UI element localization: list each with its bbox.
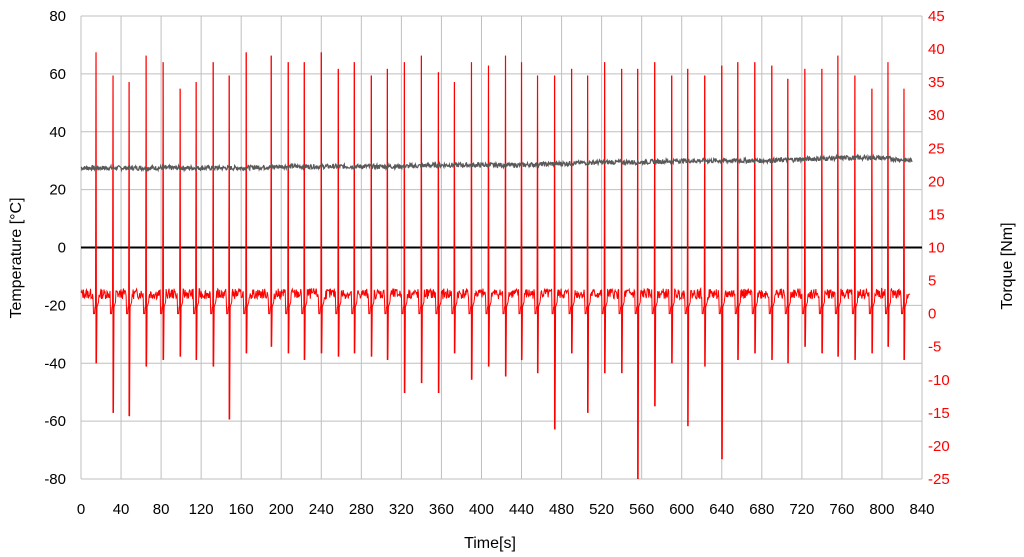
y-left-tick-label: 80 (49, 8, 66, 25)
x-tick-label: 160 (229, 501, 254, 518)
y-right-tick-label: 30 (928, 107, 945, 124)
y-left-tick-label: 0 (58, 240, 66, 257)
x-tick-label: 320 (389, 501, 414, 518)
y-left-tick-label: 40 (49, 124, 66, 141)
x-tick-label: 200 (269, 501, 294, 518)
x-tick-label: 40 (113, 501, 130, 518)
x-tick-label: 640 (709, 501, 734, 518)
y-right-tick-label: 0 (928, 306, 936, 323)
x-tick-label: 560 (629, 501, 654, 518)
x-tick-label: 600 (669, 501, 694, 518)
y-right-tick-label: 10 (928, 240, 945, 257)
y-left-tick-label: -80 (44, 471, 66, 488)
torque-series (80, 52, 911, 480)
x-tick-label: 480 (549, 501, 574, 518)
y-right-tick-label: 20 (928, 173, 945, 190)
y-left-tick-label: 60 (49, 66, 66, 83)
x-tick-label: 760 (829, 501, 854, 518)
x-tick-label: 440 (509, 501, 534, 518)
x-tick-label: 400 (469, 501, 494, 518)
y-left-tick-label: 20 (49, 182, 66, 199)
y-left-axis-ticks: 80 60 40 20 0 -20 -40 -60 -80 (44, 8, 66, 488)
y-right-tick-label: 25 (928, 140, 945, 157)
temperature-line (80, 153, 913, 173)
torque-line (80, 52, 911, 480)
y-right-axis-title: Torque [Nm] (999, 222, 1016, 309)
x-axis-title: Time[s] (464, 535, 516, 552)
x-tick-label: 240 (309, 501, 334, 518)
y-right-tick-label: -15 (928, 405, 950, 422)
y-right-tick-label: 40 (928, 41, 945, 58)
x-tick-label: 120 (189, 501, 214, 518)
x-tick-label: 80 (153, 501, 170, 518)
y-left-tick-label: -60 (44, 413, 66, 430)
y-right-tick-label: 35 (928, 74, 945, 91)
y-left-axis-title: Temperature [°C] (8, 197, 25, 318)
y-right-tick-label: 45 (928, 8, 945, 25)
x-tick-label: 840 (909, 501, 934, 518)
y-right-tick-label: -5 (928, 339, 941, 356)
x-tick-label: 520 (589, 501, 614, 518)
y-left-tick-label: -40 (44, 355, 66, 372)
temperature-series (80, 153, 913, 173)
y-right-axis-ticks: 45 40 35 30 25 20 15 10 5 0 -5 -10 -15 -20 -25 (928, 8, 950, 488)
x-axis-ticks: 0 40 80 120 160 200 240 280 320 360 400 440 480 520 56… (77, 501, 935, 518)
x-tick-label: 680 (749, 501, 774, 518)
y-right-tick-label: -20 (928, 438, 950, 455)
x-tick-label: 280 (349, 501, 374, 518)
y-right-tick-label: -10 (928, 372, 950, 389)
y-right-tick-label: 15 (928, 206, 945, 223)
x-tick-label: 0 (77, 501, 85, 518)
y-left-tick-label: -20 (44, 297, 66, 314)
x-tick-label: 720 (789, 501, 814, 518)
x-tick-label: 800 (869, 501, 894, 518)
y-right-tick-label: -25 (928, 471, 950, 488)
y-right-tick-label: 5 (928, 273, 936, 290)
x-tick-label: 360 (429, 501, 454, 518)
